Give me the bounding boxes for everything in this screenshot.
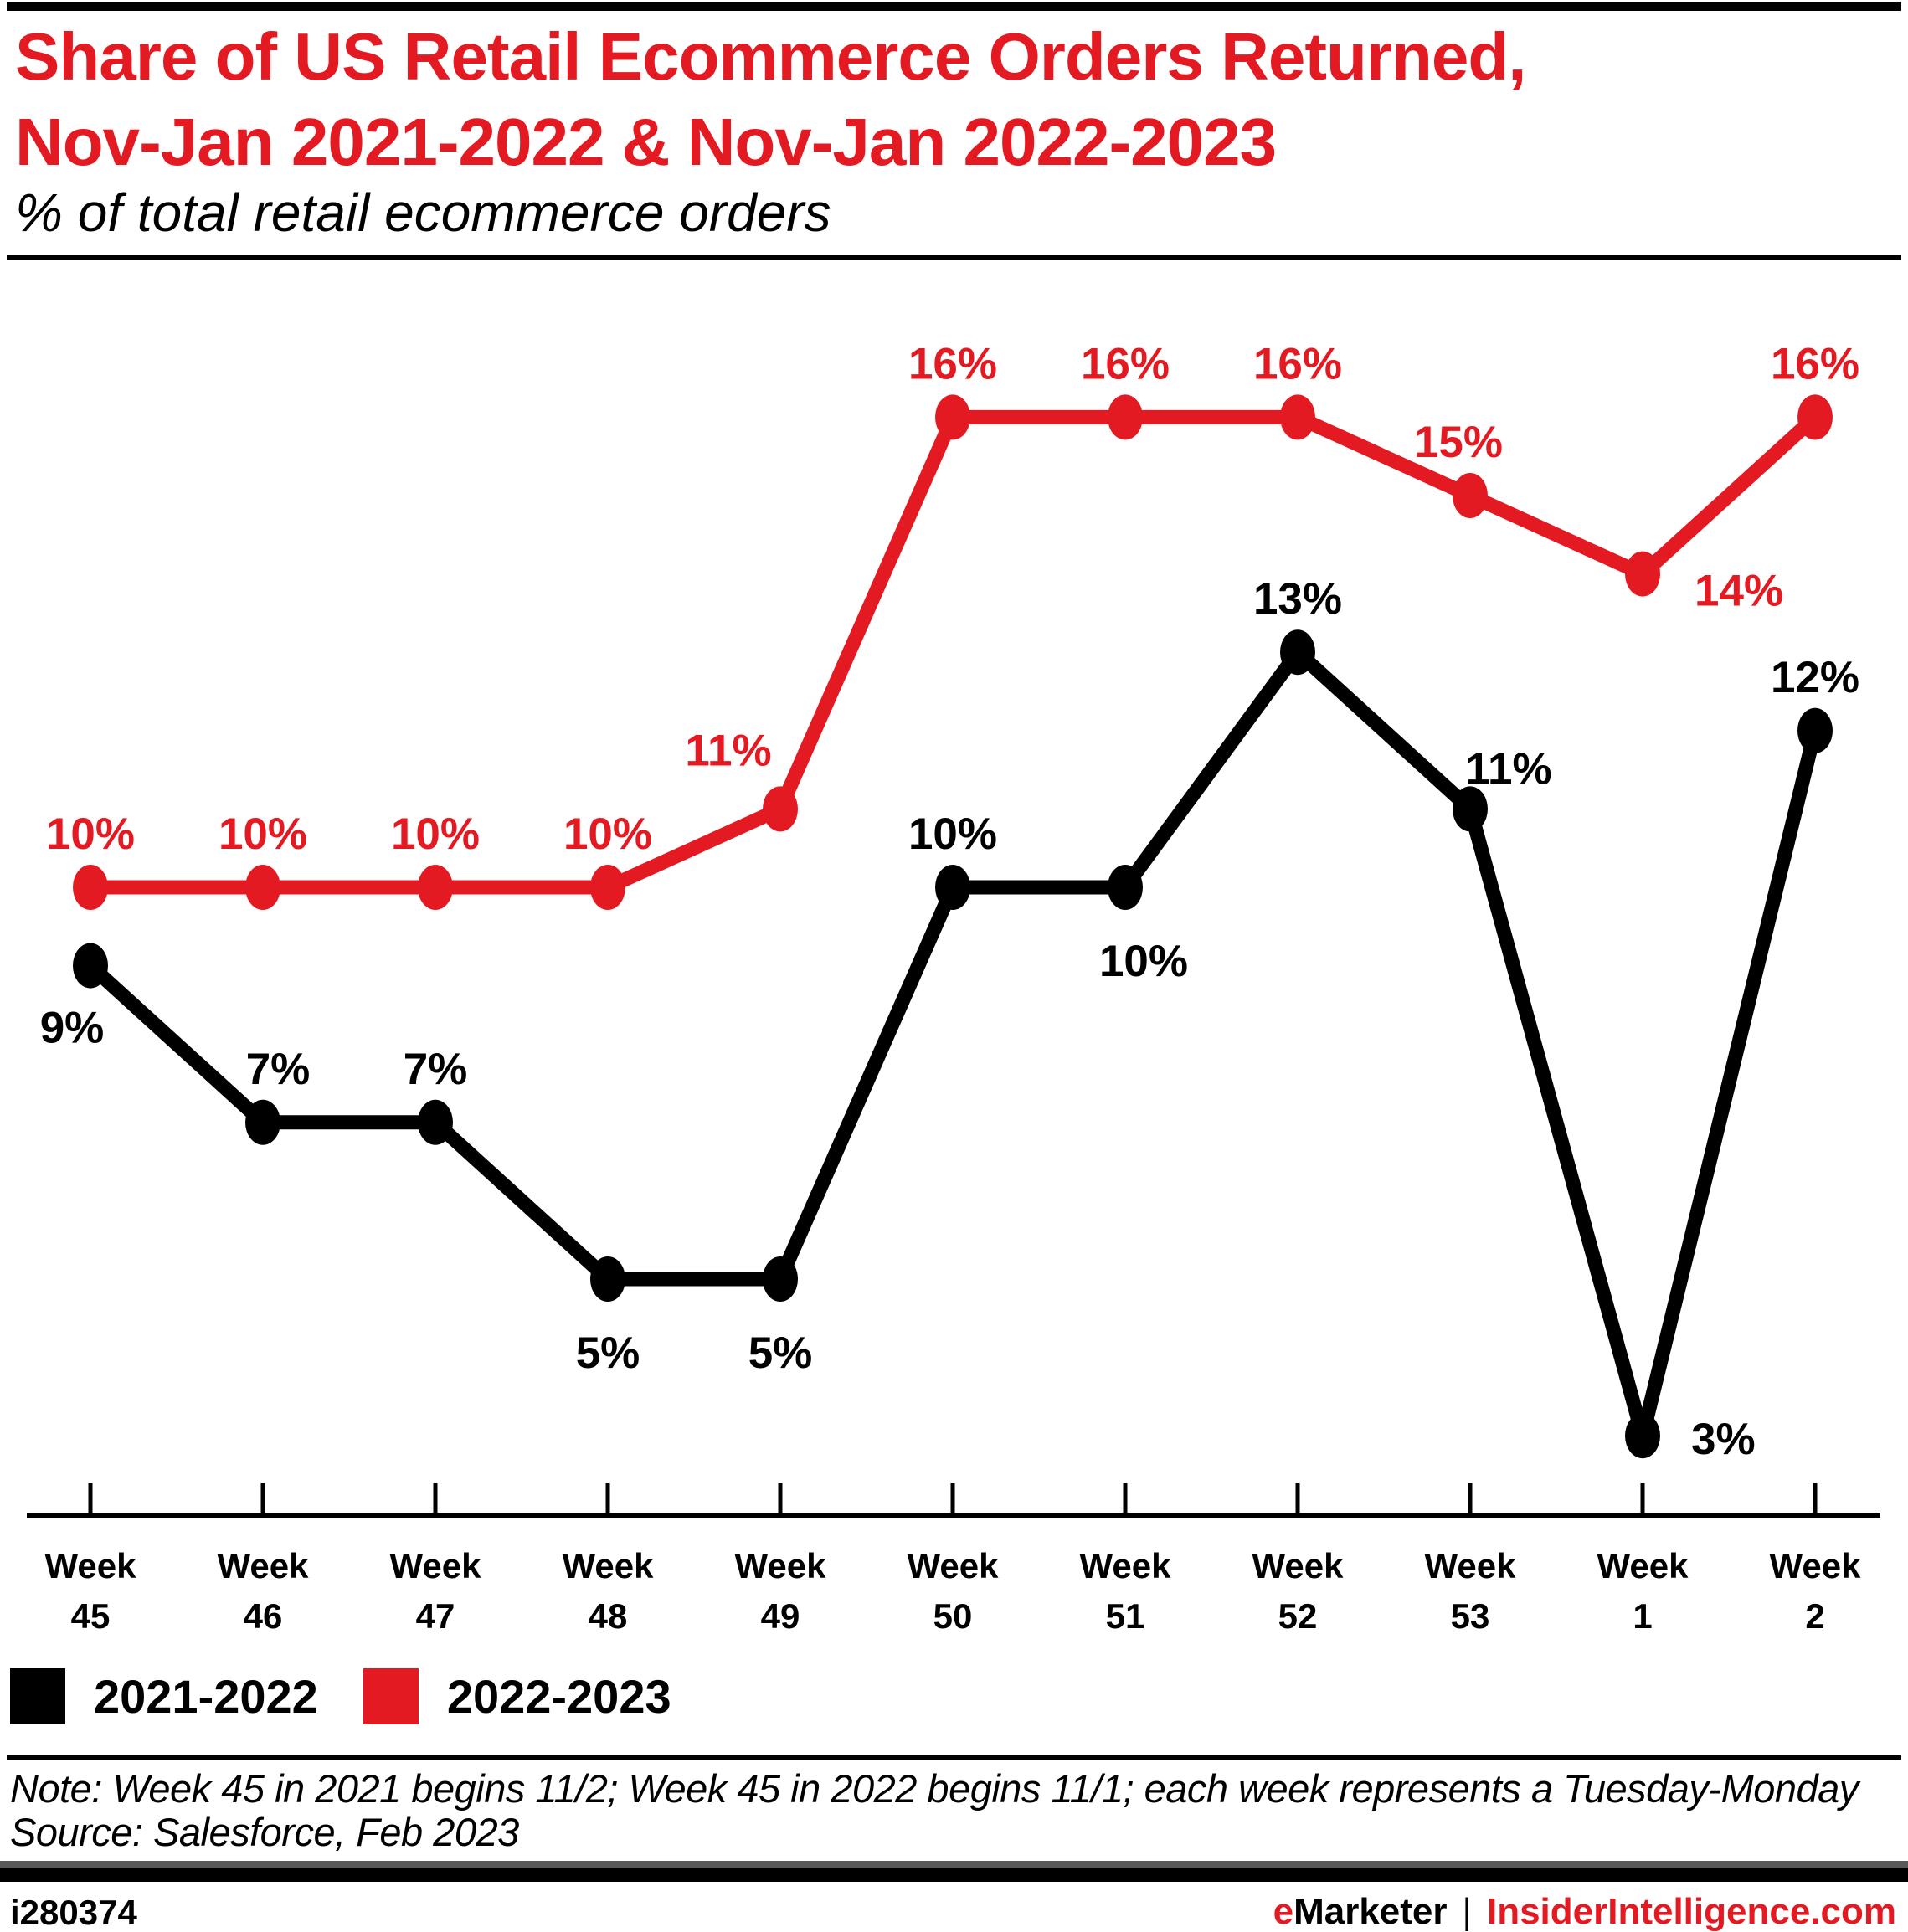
- page-title-line1: Share of US Retail Ecommerce Orders Retu…: [15, 19, 1526, 94]
- page-title-line2: Nov-Jan 2021-2022 & Nov-Jan 2022-2023: [15, 105, 1277, 179]
- legend-label-2022-2023: 2022-2023: [446, 1670, 671, 1723]
- data-point-2022-2023: [1280, 394, 1315, 440]
- chart-legend: 2021-2022 2022-2023: [10, 1668, 671, 1724]
- data-label-2021-2022: 13%: [1253, 574, 1342, 624]
- data-label-2022-2023: 15%: [1414, 418, 1503, 467]
- brand-separator: |: [1462, 1891, 1472, 1932]
- page-subtitle: % of total retail ecommerce orders: [15, 182, 831, 243]
- brand-lockup: eMarketer | InsiderIntelligence.com: [1273, 1893, 1896, 1930]
- data-point-2021-2022: [590, 1256, 625, 1302]
- top-accent-bar: [7, 2, 1901, 11]
- data-label-2021-2022: 3%: [1691, 1415, 1756, 1464]
- data-label-2022-2023: 16%: [1771, 339, 1859, 388]
- x-axis-label: Week 46: [218, 1546, 310, 1636]
- x-axis-label: Week 48: [563, 1546, 655, 1636]
- data-point-2021-2022: [245, 1099, 280, 1145]
- footer-gray-band: [0, 1861, 1908, 1868]
- x-axis-label: Week 53: [1425, 1546, 1517, 1636]
- data-label-2021-2022: 10%: [908, 809, 997, 859]
- legend-item-2022-2023: 2022-2023: [363, 1668, 671, 1724]
- legend-swatch-2021-2022: [10, 1668, 65, 1724]
- data-label-2022-2023: 14%: [1695, 567, 1783, 616]
- note-divider-rule: [7, 1755, 1901, 1760]
- data-label-2022-2023: 16%: [1081, 339, 1170, 388]
- data-label-2022-2023: 16%: [908, 339, 997, 388]
- data-point-2021-2022: [73, 943, 108, 989]
- data-label-2022-2023: 10%: [563, 809, 652, 859]
- data-point-2021-2022: [1108, 865, 1143, 910]
- footer: i280374 eMarketer | InsiderIntelligence.co…: [10, 1893, 1896, 1930]
- x-axis-label: Week 52: [1252, 1546, 1345, 1636]
- data-label-2021-2022: 5%: [576, 1328, 640, 1378]
- x-axis-label: Week 50: [908, 1546, 1000, 1636]
- data-point-2022-2023: [935, 394, 970, 440]
- data-point-2021-2022: [763, 1256, 798, 1302]
- data-point-2022-2023: [763, 786, 798, 832]
- chart-id: i280374: [10, 1893, 137, 1932]
- note-text: Note: Week 45 in 2021 begins 11/2; Week …: [10, 1766, 1859, 1811]
- data-label-2022-2023: 11%: [685, 726, 771, 775]
- title-divider-rule: [7, 255, 1901, 260]
- emarketer-e: e: [1273, 1891, 1294, 1932]
- x-axis-label: Week 45: [45, 1546, 137, 1636]
- data-point-2022-2023: [73, 865, 108, 910]
- data-label-2022-2023: 10%: [46, 809, 135, 859]
- data-point-2022-2023: [1453, 473, 1488, 518]
- x-axis-label: Week 1: [1597, 1546, 1689, 1636]
- data-point-2021-2022: [1625, 1413, 1660, 1459]
- x-axis-label: Week 2: [1770, 1546, 1862, 1636]
- source-text: Source: Salesforce, Feb 2023: [10, 1810, 519, 1854]
- data-label-2021-2022: 9%: [40, 1004, 105, 1053]
- legend-item-2021-2022: 2021-2022: [10, 1668, 318, 1724]
- data-label-2021-2022: 7%: [404, 1045, 468, 1094]
- data-point-2021-2022: [1797, 707, 1833, 753]
- data-label-2021-2022: 7%: [246, 1045, 311, 1094]
- data-label-2022-2023: 16%: [1253, 339, 1342, 388]
- legend-swatch-2022-2023: [363, 1668, 419, 1724]
- x-axis-label: Week 47: [390, 1546, 482, 1636]
- data-point-2021-2022: [418, 1099, 453, 1145]
- data-label-2021-2022: 5%: [748, 1328, 813, 1378]
- x-axis-label: Week 51: [1080, 1546, 1172, 1636]
- data-label-2022-2023: 10%: [391, 809, 480, 859]
- data-point-2022-2023: [590, 865, 625, 910]
- data-point-2022-2023: [418, 865, 453, 910]
- emarketer-marketer: Marketer: [1293, 1891, 1448, 1932]
- data-label-2021-2022: 10%: [1099, 937, 1188, 986]
- data-point-2021-2022: [935, 865, 970, 910]
- legend-label-2021-2022: 2021-2022: [94, 1670, 318, 1723]
- data-point-2022-2023: [1108, 394, 1143, 440]
- data-point-2021-2022: [1453, 786, 1488, 832]
- data-point-2022-2023: [1797, 394, 1833, 440]
- data-label-2022-2023: 10%: [219, 809, 307, 859]
- emarketer-logo: eMarketer: [1273, 1891, 1448, 1932]
- x-axis-label: Week 49: [735, 1546, 827, 1636]
- data-label-2021-2022: 11%: [1465, 744, 1551, 794]
- data-point-2022-2023: [245, 865, 280, 910]
- data-point-2021-2022: [1280, 629, 1315, 676]
- footer-black-band: [0, 1868, 1908, 1882]
- insider-intelligence-link: InsiderIntelligence.com: [1486, 1891, 1896, 1932]
- data-point-2022-2023: [1625, 551, 1660, 597]
- series-line-2021-2022: [83, 645, 1823, 1443]
- data-label-2021-2022: 12%: [1771, 653, 1859, 702]
